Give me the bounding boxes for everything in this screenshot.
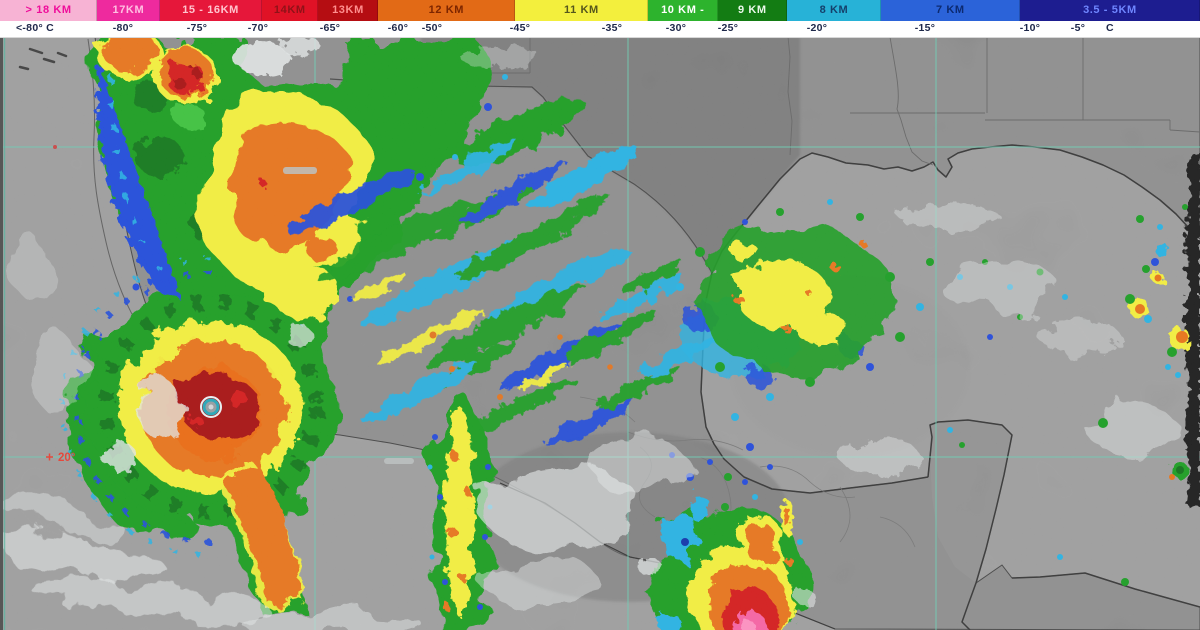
temp-tick-3: -70°: [247, 22, 269, 34]
temp-tick-13: -10°: [1019, 22, 1041, 34]
legend-color-bar: > 18 KM 17KM 15 - 16KM 14KM 13KM 12 KM 11 KM 10…: [0, 0, 1200, 21]
legend-band-0: > 18 KM: [0, 0, 98, 21]
temp-tick-1: -80°: [112, 22, 134, 34]
temp-tick-9: -30°: [665, 22, 687, 34]
legend-band-8: 9 KM: [717, 0, 788, 21]
legend-band-9: 8 KM: [787, 0, 881, 21]
satellite-map-canvas: 20°: [0, 37, 1200, 630]
temp-tick-12: -15°: [914, 22, 936, 34]
legend-band-5: 12 KM: [377, 0, 515, 21]
legend-band-3: 14KM: [261, 0, 318, 21]
temp-tick-8: -35°: [601, 22, 623, 34]
sensor-grain: [0, 37, 1200, 630]
temp-tick-14: -5°: [1070, 22, 1086, 34]
temp-tick-15: C: [1106, 22, 1114, 34]
temp-tick-5: -60°: [387, 22, 409, 34]
legend-band-11: 3.5 - 5KM: [1019, 0, 1200, 21]
cloud-height-legend: > 18 KM 17KM 15 - 16KM 14KM 13KM 12 KM 11 KM 10…: [0, 0, 1200, 38]
temp-tick-0: <-80° C: [15, 22, 55, 34]
temp-tick-2: -75°: [186, 22, 208, 34]
satellite-map: 20°: [0, 37, 1200, 630]
legend-band-7: 10 KM -: [647, 0, 718, 21]
temp-tick-11: -20°: [806, 22, 828, 34]
temp-tick-7: -45°: [509, 22, 531, 34]
legend-band-2: 15 - 16KM: [159, 0, 262, 21]
temp-tick-6: -50°: [421, 22, 443, 34]
legend-band-1: 17KM: [97, 0, 160, 21]
legend-temperature-scale: <-80° C -80° -75° -70° -65° -60° -50° -45° -35° -…: [0, 21, 1200, 38]
legend-band-4: 13KM: [317, 0, 378, 21]
temp-tick-4: -65°: [319, 22, 341, 34]
temp-tick-10: -25°: [717, 22, 739, 34]
legend-band-6: 11 KM: [514, 0, 648, 21]
legend-band-10: 7 KM: [880, 0, 1020, 21]
